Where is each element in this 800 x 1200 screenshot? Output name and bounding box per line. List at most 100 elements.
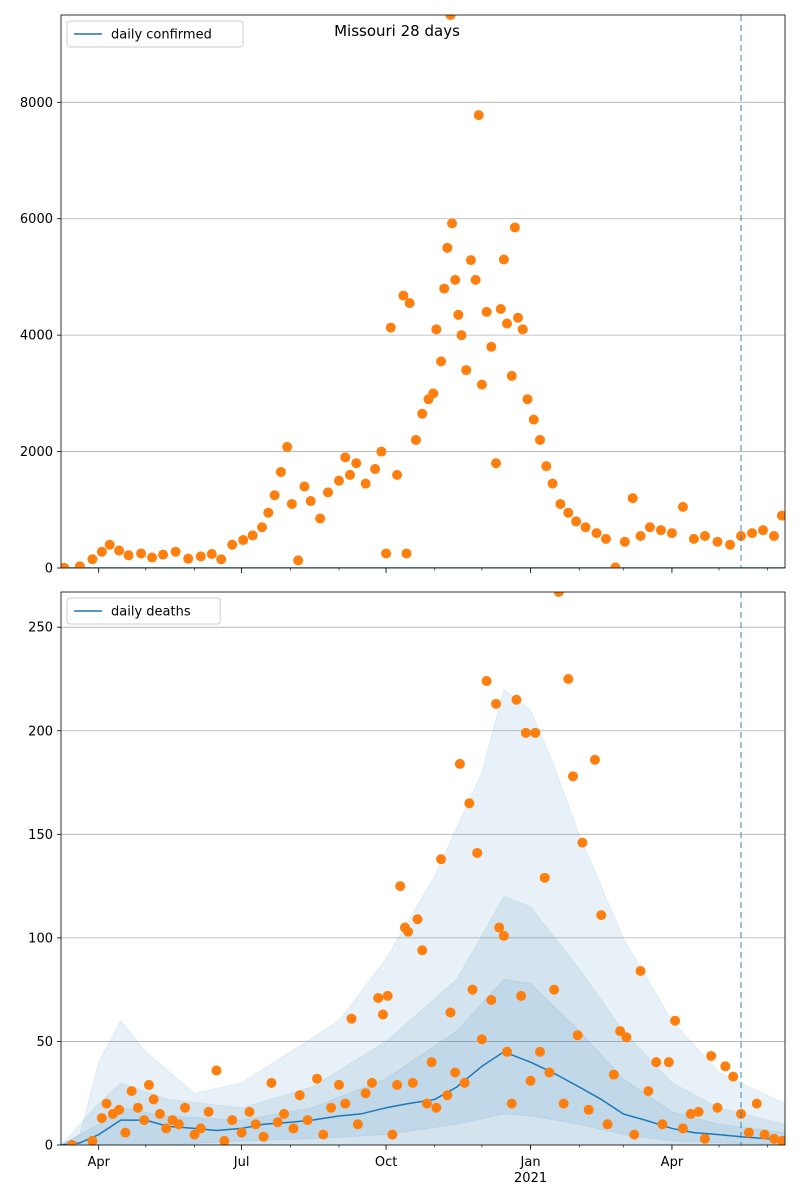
deaths-data-point <box>395 881 406 892</box>
deaths-plot-area <box>61 592 785 1145</box>
confirmed-data-point <box>299 481 310 492</box>
deaths-data-point <box>651 1057 662 1068</box>
deaths-data-point <box>535 1046 546 1057</box>
confirmed-data-point <box>491 458 502 469</box>
deaths-data-point <box>114 1104 125 1115</box>
confirmed-ytick-label: 4000 <box>20 329 53 344</box>
deaths-legend-label: daily deaths <box>111 605 191 620</box>
confirmed-data-point <box>439 283 450 294</box>
confirmed-data-point <box>227 539 238 550</box>
deaths-data-point <box>377 1009 388 1020</box>
confirmed-legend-label: daily confirmed <box>111 28 212 43</box>
deaths-data-point <box>615 1026 626 1037</box>
confirmed-data-point <box>688 533 699 544</box>
deaths-data-point <box>333 1079 344 1090</box>
deaths-data-point <box>608 1069 619 1080</box>
deaths-line <box>61 1050 785 1145</box>
deaths-data-point <box>250 1119 261 1130</box>
confirmed-data-point <box>275 466 286 477</box>
confirmed-data-point <box>517 324 528 335</box>
deaths-data-point <box>743 1127 754 1138</box>
deaths-data-point <box>502 1046 513 1057</box>
deaths-data-point <box>180 1102 191 1113</box>
deaths-data-point <box>454 758 465 769</box>
deaths-data-point <box>520 727 531 738</box>
deaths-ytick-label: 150 <box>28 828 53 843</box>
deaths-data-point <box>143 1079 154 1090</box>
deaths-data-point <box>472 847 483 858</box>
confirmed-data-point <box>470 274 481 285</box>
confirmed-data-point <box>580 522 591 533</box>
confirmed-data-point <box>333 475 344 486</box>
confirmed-data-point <box>776 510 785 521</box>
confirmed-data-point <box>635 530 646 541</box>
deaths-data-point <box>421 1098 432 1109</box>
deaths-data-point <box>602 1119 613 1130</box>
deaths-data-point <box>769 1133 780 1144</box>
deaths-data-point <box>657 1119 668 1130</box>
deaths-data-point <box>476 1034 487 1045</box>
deaths-data-point <box>486 995 497 1006</box>
deaths-data-point <box>195 1123 206 1134</box>
confirmed-data-point <box>370 464 381 475</box>
deaths-data-point <box>340 1098 351 1109</box>
deaths-data-point <box>525 1075 536 1086</box>
deaths-data-point <box>346 1013 357 1024</box>
xtick-label: Jan <box>520 1155 541 1170</box>
confirmed-data-point <box>456 330 467 341</box>
deaths-data-point <box>236 1127 247 1138</box>
confirmed-data-point <box>619 536 630 547</box>
deaths-data-point <box>481 676 492 687</box>
deaths-data-point <box>685 1108 696 1119</box>
deaths-data-point <box>530 727 541 738</box>
deaths-data-point <box>464 798 475 809</box>
deaths-data-point <box>629 1129 640 1140</box>
deaths-data-point <box>66 1140 77 1145</box>
confirmed-legend-box <box>66 20 244 48</box>
deaths-data-point <box>498 930 509 941</box>
confirmed-data-point <box>257 522 268 533</box>
deaths-legend: daily deaths <box>66 597 221 625</box>
deaths-data-point <box>173 1119 184 1130</box>
confirmed-ytick-label: 6000 <box>20 212 53 227</box>
deaths-data-point <box>101 1098 112 1109</box>
deaths-data-point <box>442 1090 453 1101</box>
deaths-data-point <box>728 1071 739 1082</box>
confirmed-data-point <box>195 551 206 562</box>
deaths-data-point <box>516 990 527 1001</box>
confirmed-data-point <box>465 255 476 266</box>
confirmed-data-point <box>410 434 421 445</box>
deaths-data-point <box>244 1106 255 1117</box>
confirmed-data-point <box>305 496 316 507</box>
confirmed-data-point <box>87 554 98 565</box>
confirmed-data-point <box>104 539 115 550</box>
confirmed-data-point <box>535 434 546 445</box>
confirmed-data-point <box>360 478 371 489</box>
deaths-data-point <box>417 945 428 956</box>
confirmed-data-point <box>481 306 492 317</box>
deaths-data-point <box>403 926 414 937</box>
confirmed-data-point <box>522 394 533 405</box>
deaths-data-point <box>326 1102 337 1113</box>
confirmed-data-point <box>486 341 497 352</box>
deaths-data-point <box>511 694 522 705</box>
confirmed-data-point <box>315 513 326 524</box>
confirmed-data-point <box>453 309 464 320</box>
confirmed-data-point <box>293 555 304 566</box>
confirmed-data-point <box>322 487 333 498</box>
deaths-data-point <box>445 1007 456 1018</box>
deaths-data-point <box>549 984 560 995</box>
confirmed-data-point <box>591 528 602 539</box>
confirmed-data-point <box>644 522 655 533</box>
confirmed-data-point <box>769 530 780 541</box>
deaths-data-point <box>494 922 505 933</box>
deaths-data-point <box>148 1094 159 1105</box>
deaths-data-point <box>596 910 607 921</box>
deaths-data-point <box>126 1086 137 1097</box>
deaths-data-point <box>352 1119 363 1130</box>
confirmed-data-point <box>114 545 125 556</box>
confirmed-legend: daily confirmed <box>66 20 244 48</box>
confirmed-data-point <box>442 242 453 253</box>
deaths-data-point <box>203 1106 214 1117</box>
